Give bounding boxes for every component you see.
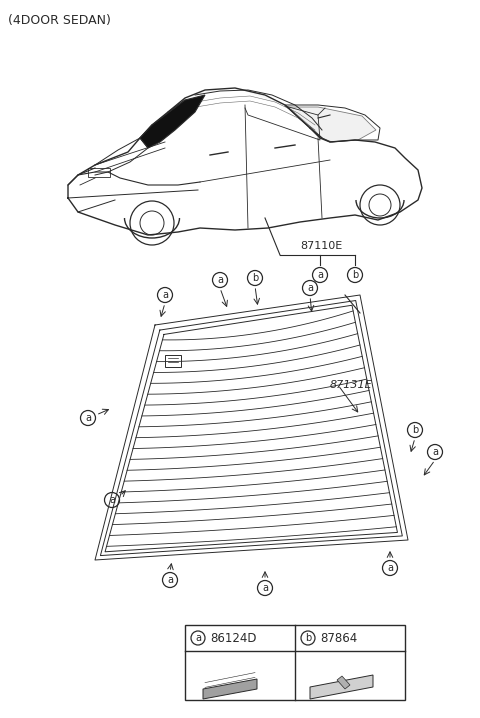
Text: 87131E: 87131E	[330, 380, 372, 390]
Text: (4DOOR SEDAN): (4DOOR SEDAN)	[8, 14, 111, 27]
Text: a: a	[217, 275, 223, 285]
Text: 86124D: 86124D	[210, 632, 256, 645]
Text: b: b	[352, 270, 358, 280]
Bar	[185, 625, 405, 700]
Polygon shape	[288, 107, 376, 142]
Text: b: b	[252, 273, 258, 283]
Polygon shape	[140, 95, 205, 148]
Text: a: a	[167, 575, 173, 585]
Text: a: a	[387, 563, 393, 573]
Text: a: a	[195, 633, 201, 643]
Text: 87110E: 87110E	[300, 241, 342, 251]
Text: a: a	[262, 583, 268, 593]
Text: 87864: 87864	[320, 632, 357, 645]
Bar	[88, 168, 110, 177]
Bar	[165, 355, 181, 367]
Polygon shape	[310, 675, 373, 699]
Text: a: a	[317, 270, 323, 280]
Text: a: a	[109, 495, 115, 505]
Text: a: a	[162, 290, 168, 300]
Polygon shape	[185, 88, 322, 138]
Text: a: a	[307, 283, 313, 293]
Polygon shape	[203, 679, 257, 699]
Text: b: b	[305, 633, 311, 643]
Polygon shape	[337, 676, 350, 689]
Text: a: a	[432, 447, 438, 457]
Text: a: a	[85, 413, 91, 423]
Text: b: b	[412, 425, 418, 435]
